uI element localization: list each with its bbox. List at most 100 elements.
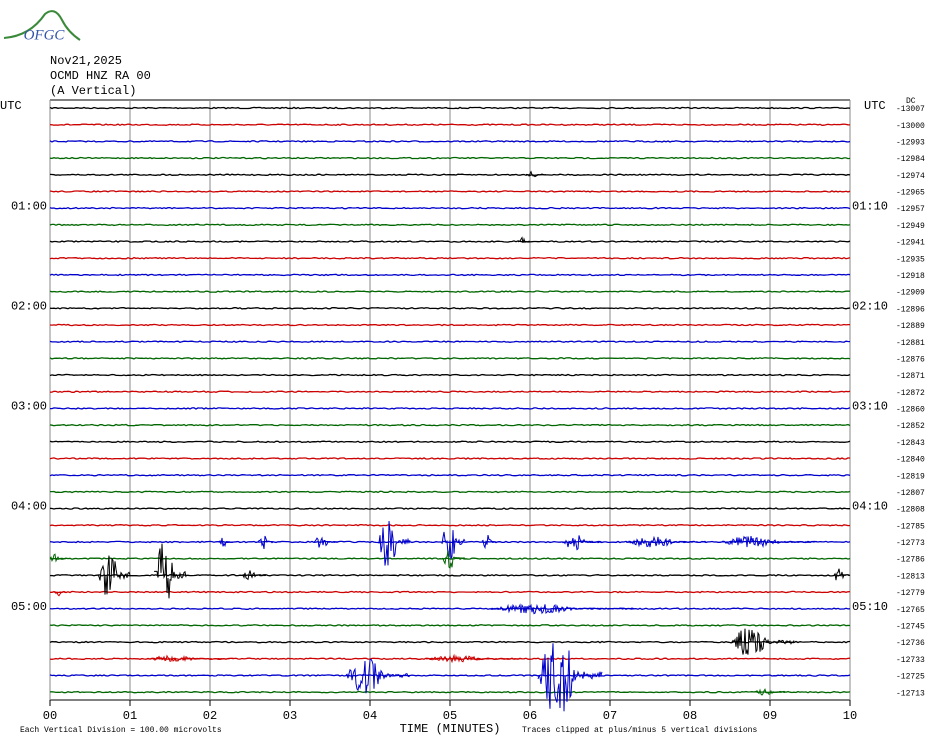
seismic-burst: [441, 530, 466, 559]
right-time-label: 05:10: [852, 600, 888, 614]
seismic-burst: [441, 550, 466, 569]
trace-offset: -12765: [896, 606, 925, 615]
x-tick-label: 06: [523, 709, 537, 723]
left-time-label: 01:00: [11, 199, 47, 213]
trace-offset: -12745: [896, 622, 925, 631]
trace-offset: -12713: [896, 689, 925, 698]
trace: [49, 256, 851, 260]
dc-label: DC: [906, 97, 916, 106]
trace-offset: -12993: [896, 138, 925, 147]
seismic-burst: [257, 535, 275, 549]
trace: [49, 306, 851, 310]
trace: [49, 457, 851, 460]
seismic-burst: [49, 553, 67, 563]
left-time-label: 02:00: [11, 299, 47, 313]
trace-offset: -12733: [896, 656, 925, 665]
trace-offset: -12941: [896, 239, 925, 248]
x-tick-label: 05: [443, 709, 457, 723]
x-tick-label: 00: [43, 709, 57, 723]
seismic-burst: [53, 591, 67, 597]
trace-offset: -12957: [896, 205, 925, 214]
trace: [49, 473, 851, 477]
trace: [49, 507, 850, 510]
trace: [49, 206, 851, 210]
trace: [50, 407, 851, 410]
trace: [50, 557, 851, 560]
date: Nov21,2025: [50, 54, 122, 68]
trace-offset: -12773: [896, 539, 925, 548]
seismic-burst: [97, 555, 131, 595]
trace: [50, 490, 851, 494]
trace-offset: -12935: [896, 255, 925, 264]
trace: [49, 223, 851, 227]
trace: [49, 323, 850, 327]
seismic-burst: [537, 643, 603, 712]
seismic-burst: [481, 534, 498, 550]
right-time-label: 03:10: [852, 400, 888, 414]
trace-offset: -12889: [896, 322, 925, 331]
trace: [49, 173, 851, 177]
trace: [49, 240, 851, 243]
trace: [49, 106, 851, 110]
trace-offset: -12840: [896, 456, 925, 465]
clip-note: Traces clipped at plus/minus 5 vertical …: [522, 726, 757, 735]
trace-offset: -12872: [896, 389, 925, 398]
trace: [49, 390, 851, 394]
trace: [49, 140, 851, 143]
scale-note: Each Vertical Division = 100.00 microvol…: [20, 726, 222, 735]
trace-offset: -12785: [896, 522, 925, 531]
trace-offset: -12876: [896, 355, 925, 364]
trace-offset: -12807: [896, 489, 925, 498]
seismic-burst: [377, 521, 411, 566]
trace: [49, 156, 851, 160]
trace-offset: -12896: [896, 305, 925, 314]
trace-offset: -12918: [896, 272, 925, 281]
trace: [49, 674, 851, 677]
left-time-label: 04:00: [11, 500, 47, 514]
x-tick-label: 09: [763, 709, 777, 723]
x-tick-label: 01: [123, 709, 137, 723]
trace-offset: -12852: [896, 422, 925, 431]
seismic-burst: [146, 654, 235, 662]
seismic-burst: [345, 658, 411, 694]
right-time-label: 02:10: [852, 299, 888, 313]
seismic-burst: [721, 535, 818, 548]
x-tick-label: 08: [683, 709, 697, 723]
seismic-burst: [517, 236, 531, 244]
seismic-burst: [217, 537, 234, 548]
trace: [49, 523, 851, 527]
trace-offset: -12736: [896, 639, 925, 648]
left-time-label: 05:00: [11, 600, 47, 614]
trace-offset: -12965: [896, 189, 925, 198]
trace: [49, 357, 851, 360]
component: (A Vertical): [50, 84, 136, 98]
seismic-burst: [525, 170, 547, 178]
station: OCMD HNZ RA 00: [50, 69, 151, 83]
seismic-burst: [561, 535, 603, 551]
trace: [50, 590, 851, 594]
trace: [49, 190, 851, 193]
trace-offset: -12860: [896, 406, 925, 415]
trace-offset: -12813: [896, 572, 925, 581]
seismic-burst: [729, 628, 795, 655]
logo-text: OFGC: [24, 27, 66, 43]
trace: [49, 607, 851, 611]
trace-offset: -12974: [896, 172, 925, 181]
left-time-label: 03:00: [11, 400, 47, 414]
trace-offset: -12871: [896, 372, 925, 381]
trace: [49, 640, 851, 644]
right-time-label: UTC: [864, 99, 886, 113]
trace-offset: -12819: [896, 472, 925, 481]
seismic-burst: [489, 603, 634, 615]
trace-offset: -12808: [896, 506, 925, 515]
trace-offset: -12881: [896, 339, 925, 348]
seismic-burst: [153, 543, 187, 599]
x-tick-label: 10: [843, 709, 857, 723]
right-time-label: 04:10: [852, 500, 888, 514]
x-tick-label: 03: [283, 709, 297, 723]
seismic-burst: [833, 568, 850, 581]
trace-offset: -12949: [896, 222, 925, 231]
x-axis-label: TIME (MINUTES): [400, 722, 501, 736]
trace: [49, 123, 851, 127]
